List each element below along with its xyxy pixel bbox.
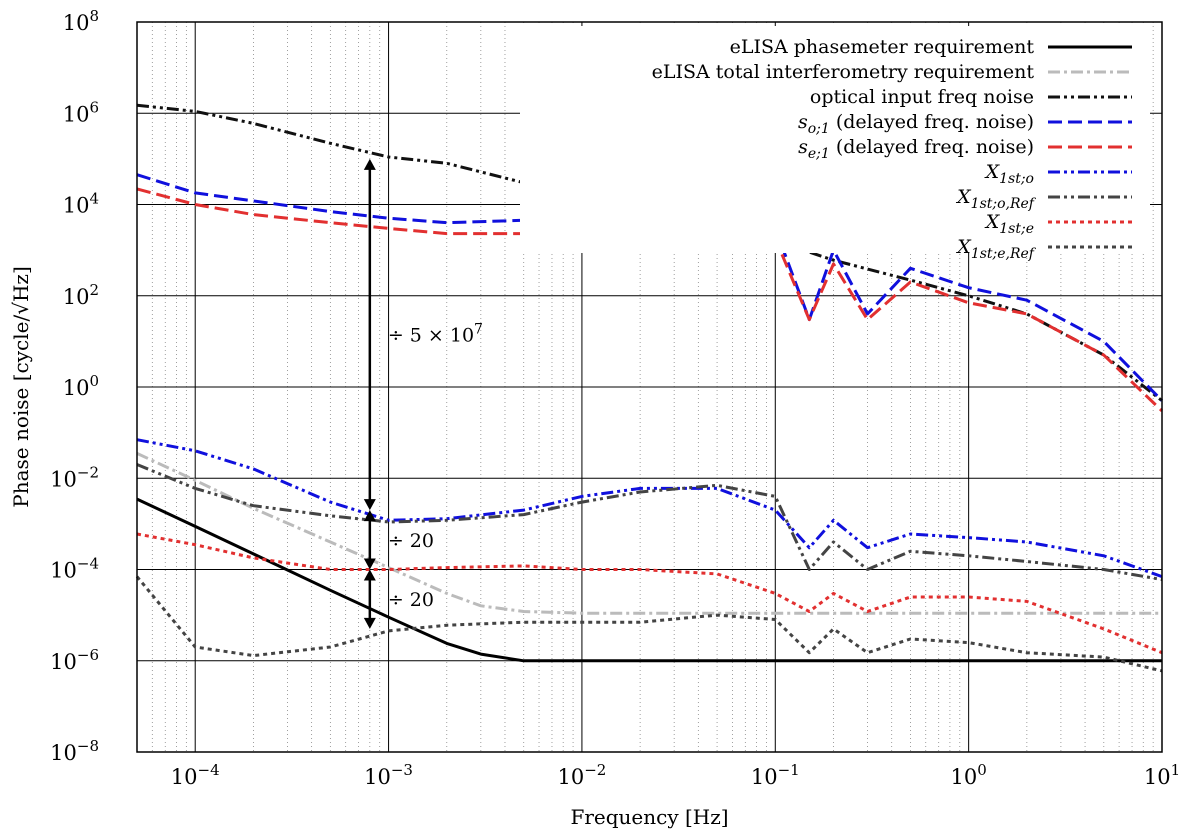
y-tick-label: 108: [63, 7, 99, 35]
series-line: [136, 532, 1163, 655]
legend-label: X1st;e,Ref: [955, 236, 1037, 262]
series-line: [135, 575, 1163, 673]
x-tick-label: 101: [1144, 761, 1180, 789]
legend-label: X1st;o,Ref: [955, 186, 1037, 212]
y-tick-label: 10−2: [50, 463, 99, 491]
series-line: [136, 438, 1163, 579]
y-axis-label: Phase noise [cycle/√Hz]: [9, 266, 33, 508]
legend-label: X1st;e: [984, 211, 1034, 237]
annotation-label: ÷ 5 × 107: [388, 322, 483, 347]
arrow-head: [363, 510, 376, 522]
legend-label: se;1 (delayed freq. noise): [798, 136, 1034, 162]
legend-background: [520, 26, 1150, 253]
series-line: [136, 497, 1162, 663]
annotation-label: ÷ 20: [388, 589, 434, 611]
y-tick-label: 10−6: [50, 646, 99, 674]
legend-label: eLISA total interferometry requirement: [652, 61, 1035, 83]
x-tick-label: 10−4: [171, 761, 220, 789]
y-tick-label: 10−8: [50, 737, 99, 765]
legend-label: so;1 (delayed freq. noise): [798, 111, 1034, 137]
y-tick-label: 102: [63, 281, 99, 309]
x-tick-label: 10−2: [557, 761, 606, 789]
y-tick-label: 104: [63, 190, 99, 218]
series-line: [136, 463, 1163, 582]
x-axis-label: Frequency [Hz]: [570, 805, 728, 829]
y-tick-label: 106: [63, 98, 99, 126]
arrow-head: [363, 499, 376, 511]
plot-frame: [136, 21, 1163, 753]
y-tick-label: 10−4: [50, 555, 99, 583]
x-tick-label: 10−1: [751, 761, 800, 789]
x-tick-label: 10−3: [364, 761, 413, 789]
arrow-head: [363, 558, 376, 570]
y-tick-label: 100: [63, 372, 99, 400]
arrow-head: [363, 617, 376, 629]
annotation-label: ÷ 20: [388, 530, 434, 552]
x-axis-ticks: 10−4 10−3 10−2 10−1 100 101: [171, 761, 1180, 789]
arrow-head: [363, 158, 376, 170]
legend-label: optical input freq noise: [810, 86, 1034, 108]
x-tick-label: 100: [951, 761, 987, 789]
y-axis-ticks: 10−8 10−6 10−4 10−2 100 102 104 106 108: [50, 7, 99, 765]
legend-label: eLISA phasemeter requirement: [730, 36, 1035, 58]
series-line: [136, 452, 1162, 615]
arrow-head: [363, 569, 376, 581]
annotations: ÷ 5 × 107 ÷ 20 ÷ 20: [363, 158, 483, 629]
legend: eLISA phasemeter requirement eLISA total …: [520, 26, 1150, 262]
legend-label: X1st;o: [984, 161, 1034, 187]
